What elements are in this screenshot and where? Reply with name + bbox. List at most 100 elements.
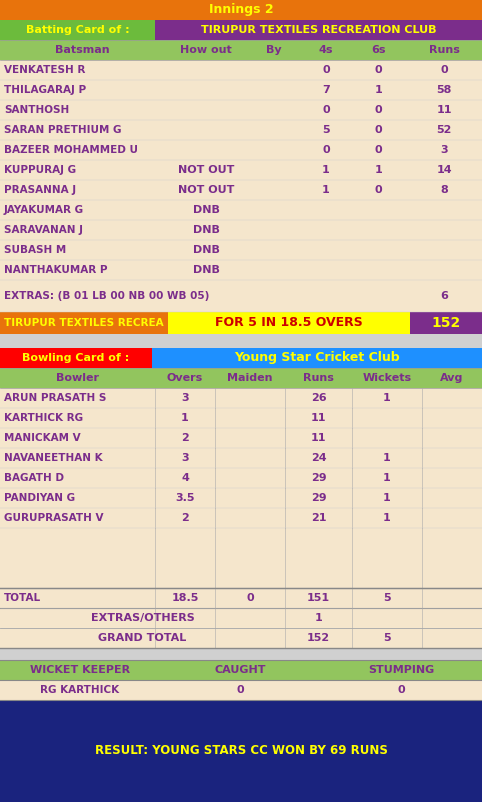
Text: SANTHOSH: SANTHOSH (4, 105, 69, 115)
Bar (0, 280, 482, 312)
Text: 152: 152 (431, 316, 461, 330)
Text: Avg: Avg (441, 373, 464, 383)
Bar (0, 428, 482, 448)
Text: 3.5: 3.5 (175, 493, 195, 503)
Bar (0, 700, 482, 802)
Text: 0: 0 (322, 65, 330, 75)
Bar (0, 80, 482, 100)
Text: GURUPRASATH V: GURUPRASATH V (4, 513, 104, 523)
Text: 0: 0 (322, 105, 330, 115)
Bar (0, 608, 482, 628)
Text: 11: 11 (311, 433, 326, 443)
Text: 1: 1 (383, 513, 391, 523)
Text: NOT OUT: NOT OUT (178, 185, 234, 195)
Bar (0, 160, 482, 180)
Bar (0, 260, 482, 280)
Text: TIRUPUR TEXTILES RECREA: TIRUPUR TEXTILES RECREA (4, 318, 164, 328)
Text: 3: 3 (181, 393, 189, 403)
Text: 11: 11 (311, 413, 326, 423)
Text: Bowling Card of :: Bowling Card of : (22, 353, 130, 363)
Bar (168, 312, 410, 334)
Bar (0, 348, 152, 368)
Text: JAYAKUMAR G: JAYAKUMAR G (4, 205, 84, 215)
Text: 0: 0 (375, 125, 382, 135)
Text: 21: 21 (311, 513, 326, 523)
Text: 152: 152 (307, 633, 330, 643)
Text: 14: 14 (436, 165, 452, 175)
Bar (0, 368, 482, 388)
Text: RESULT: YOUNG STARS CC WON BY 69 RUNS: RESULT: YOUNG STARS CC WON BY 69 RUNS (94, 744, 388, 758)
Text: 0: 0 (246, 593, 254, 603)
Text: 0: 0 (322, 145, 330, 155)
Text: 18.5: 18.5 (171, 593, 199, 603)
Text: 1: 1 (322, 185, 330, 195)
Text: PRASANNA J: PRASANNA J (4, 185, 76, 195)
Text: Maiden: Maiden (227, 373, 273, 383)
Text: STUMPING: STUMPING (368, 665, 435, 675)
Text: DNB: DNB (193, 265, 219, 275)
Text: 1: 1 (383, 493, 391, 503)
Text: MANICKAM V: MANICKAM V (4, 433, 80, 443)
Text: TIRUPUR TEXTILES RECREATION CLUB: TIRUPUR TEXTILES RECREATION CLUB (201, 25, 436, 35)
Text: EXTRAS: (B 01 LB 00 NB 00 WB 05): EXTRAS: (B 01 LB 00 NB 00 WB 05) (4, 291, 209, 301)
Text: VENKATESH R: VENKATESH R (4, 65, 85, 75)
Bar (0, 680, 482, 700)
Text: Bowler: Bowler (56, 373, 99, 383)
Text: FOR 5 IN 18.5 OVERS: FOR 5 IN 18.5 OVERS (215, 317, 363, 330)
Text: Runs: Runs (428, 45, 459, 55)
Text: 24: 24 (311, 453, 326, 463)
Bar (0, 40, 482, 60)
Text: DNB: DNB (193, 245, 219, 255)
Text: 6: 6 (440, 291, 448, 301)
Text: NOT OUT: NOT OUT (178, 165, 234, 175)
Text: Innings 2: Innings 2 (209, 3, 273, 17)
Text: RG KARTHICK: RG KARTHICK (40, 685, 120, 695)
Text: 29: 29 (311, 473, 326, 483)
Text: 0: 0 (398, 685, 405, 695)
Text: CAUGHT: CAUGHT (215, 665, 266, 675)
Text: 2: 2 (181, 433, 189, 443)
Bar (0, 220, 482, 240)
Bar (0, 488, 482, 508)
Bar (0, 588, 482, 608)
Text: 0: 0 (237, 685, 244, 695)
Text: GRAND TOTAL: GRAND TOTAL (98, 633, 187, 643)
Bar (0, 60, 482, 80)
Bar (0, 240, 482, 260)
Text: PANDIYAN G: PANDIYAN G (4, 493, 75, 503)
Bar (0, 448, 482, 468)
Bar (0, 20, 155, 40)
Text: Young Star Cricket Club: Young Star Cricket Club (234, 351, 400, 364)
Text: 1: 1 (322, 165, 330, 175)
Bar (0, 200, 482, 220)
Text: 1: 1 (383, 393, 391, 403)
Text: 0: 0 (375, 65, 382, 75)
Text: 1: 1 (375, 85, 382, 95)
Text: DNB: DNB (193, 225, 219, 235)
Text: KUPPURAJ G: KUPPURAJ G (4, 165, 76, 175)
Bar (0, 180, 482, 200)
Text: 7: 7 (322, 85, 330, 95)
Bar (0, 312, 168, 334)
Text: 26: 26 (311, 393, 326, 403)
Text: 0: 0 (375, 145, 382, 155)
Text: Wickets: Wickets (362, 373, 412, 383)
Text: 5: 5 (322, 125, 330, 135)
Bar (0, 508, 482, 528)
Bar (0, 120, 482, 140)
Text: BAZEER MOHAMMED U: BAZEER MOHAMMED U (4, 145, 138, 155)
Text: ARUN PRASATH S: ARUN PRASATH S (4, 393, 107, 403)
Text: DNB: DNB (193, 205, 219, 215)
Text: 1: 1 (383, 473, 391, 483)
Text: SARAVANAN J: SARAVANAN J (4, 225, 83, 235)
Text: 52: 52 (436, 125, 452, 135)
Text: 11: 11 (436, 105, 452, 115)
Text: 1: 1 (315, 613, 322, 623)
Bar (0, 388, 482, 408)
Bar (0, 648, 482, 660)
Text: Batting Card of :: Batting Card of : (26, 25, 129, 35)
Bar (0, 660, 482, 680)
Text: SUBASH M: SUBASH M (4, 245, 66, 255)
Text: 6s: 6s (371, 45, 386, 55)
Bar (410, 312, 482, 334)
